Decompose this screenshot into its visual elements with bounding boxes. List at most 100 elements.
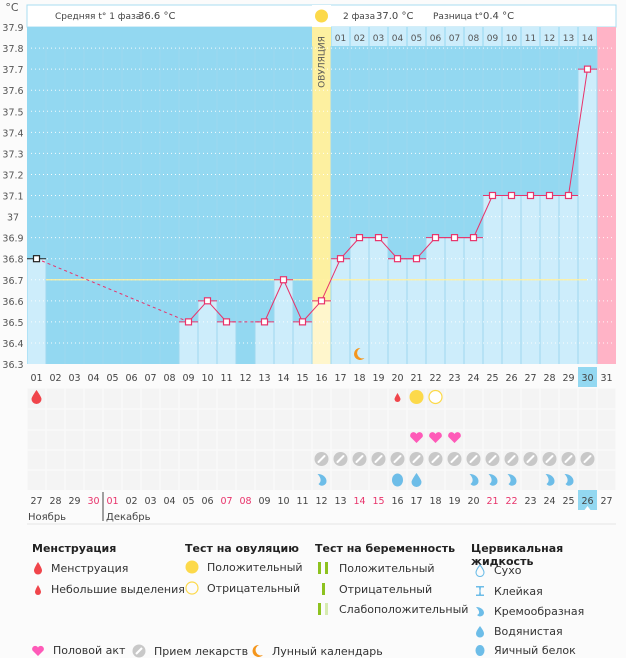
diff-label: Разница t°	[433, 12, 483, 22]
temperature-point	[564, 191, 573, 200]
cycle-day-label: 14	[277, 373, 289, 384]
date-label: 18	[429, 496, 441, 507]
ovulation-bar	[312, 300, 331, 364]
luteal-day-label: 07	[449, 34, 460, 44]
legend-label: Водянистая	[494, 624, 563, 638]
blood-drop-icon	[31, 390, 42, 404]
cycle-day-label: 31	[600, 373, 612, 384]
watery-drop-icon	[411, 473, 422, 487]
pill-stripe	[374, 455, 383, 463]
temperature-point	[545, 191, 554, 200]
pill-stripe	[526, 455, 535, 463]
watery-drop-icon	[476, 626, 484, 638]
heart-icon	[429, 432, 442, 443]
luteal-day-label: 11	[525, 34, 536, 44]
y-tick-label: 37.1	[2, 192, 23, 203]
temperature-point	[32, 255, 41, 263]
moon-icon	[252, 644, 263, 657]
temperature-point	[450, 234, 459, 242]
temperature-bar	[331, 258, 350, 364]
legend-ovulation-positive: Положительный	[185, 560, 303, 574]
pill-stripe	[507, 455, 516, 463]
cycle-day-label: 13	[258, 373, 270, 384]
date-label: 14	[353, 496, 365, 507]
y-tick-label: 37.3	[2, 149, 23, 160]
legend-label: Кремообразная	[494, 604, 585, 618]
cycle-day-label: 12	[239, 373, 251, 384]
legend-pregnancy-faint: Слабоположительный	[317, 602, 468, 616]
y-tick-label: 37.6	[2, 86, 23, 97]
temperature-line-segment	[264, 279, 284, 323]
legend-label: Половой акт	[53, 644, 126, 657]
cycle-day-label: 30	[581, 373, 593, 384]
pill-stripe	[355, 455, 364, 463]
legend-label: Отрицательный	[339, 582, 433, 596]
eggwhite-icon	[475, 645, 485, 656]
luteal-day-cell	[388, 27, 407, 46]
temperature-point	[260, 318, 269, 326]
luteal-day-cell	[502, 27, 521, 46]
cycle-day-label: 05	[106, 373, 118, 384]
luteal-day-cell	[483, 27, 502, 46]
pill-stripe	[336, 455, 345, 463]
phase1-label: Средняя t° 1 фаза	[55, 12, 141, 22]
heart-icon	[32, 645, 44, 656]
creamy-icon	[469, 474, 479, 486]
date-label: 25	[562, 496, 574, 507]
cycle-day-label: 16	[315, 373, 327, 384]
pill-stripe	[393, 455, 402, 463]
date-label: 27	[600, 496, 612, 507]
luteal-day-label: 04	[392, 34, 404, 44]
legend-fluid-creamy: Кремообразная	[474, 604, 584, 618]
temperature-bar	[255, 321, 274, 364]
date-label: 20	[467, 496, 479, 507]
positive-ovulation-icon	[409, 390, 424, 404]
today-pointer	[584, 506, 591, 510]
y-tick-label: 36.4	[2, 339, 23, 350]
luteal-day-label: 03	[373, 34, 384, 44]
eggwhite-icon	[392, 473, 403, 487]
faint-lines-icon	[318, 603, 328, 615]
y-tick-label: 37.2	[2, 170, 23, 181]
creamy-icon	[488, 474, 498, 486]
month-label: Декабрь	[106, 512, 151, 523]
cycle-day-label: 26	[505, 373, 517, 384]
temperature-bar	[198, 300, 217, 364]
temperature-point	[393, 255, 402, 263]
date-label: 01	[106, 496, 118, 507]
luteal-day-cell	[331, 27, 350, 46]
y-unit-label: °C	[5, 1, 19, 14]
legend-label: Положительный	[207, 560, 303, 574]
temperature-bar	[217, 321, 236, 364]
luteal-day-cell	[578, 27, 597, 46]
date-label: 02	[125, 496, 137, 507]
date-label: 27	[30, 496, 42, 507]
date-label: 07	[220, 496, 232, 507]
date-label: 28	[49, 496, 61, 507]
cycle-day-label: 21	[410, 373, 422, 384]
y-tick-label: 37.7	[2, 65, 23, 76]
ovulation-label: ОВУЛЯЦИЯ	[318, 36, 328, 88]
temperature-point	[583, 65, 592, 73]
marker-grid	[27, 388, 616, 490]
two-lines-icon	[318, 562, 328, 574]
luteal-day-label: 02	[354, 34, 365, 44]
legend-label: Слабоположительный	[339, 602, 469, 616]
date-label: 09	[258, 496, 270, 507]
diff-value: 0.4 °C	[483, 11, 514, 22]
luteal-day-cell	[426, 27, 445, 46]
luteal-day-cell	[369, 27, 388, 46]
legend-fluid-eggwhite: Яичный белок	[474, 643, 576, 657]
cycle-day-label: 09	[182, 373, 194, 384]
temperature-point	[412, 255, 421, 263]
cycle-day-label: 23	[448, 373, 460, 384]
cycle-day-label: 17	[334, 373, 346, 384]
temperature-bar	[464, 237, 483, 364]
legend-ovulation-title: Тест на овуляцию	[185, 542, 299, 555]
temperature-point	[355, 234, 364, 242]
legend-moon: Лунный календарь	[250, 644, 383, 658]
legend-fluid-dry: Сухо	[474, 563, 521, 577]
cycle-day-label: 10	[201, 373, 213, 384]
heart-icon	[448, 432, 461, 443]
